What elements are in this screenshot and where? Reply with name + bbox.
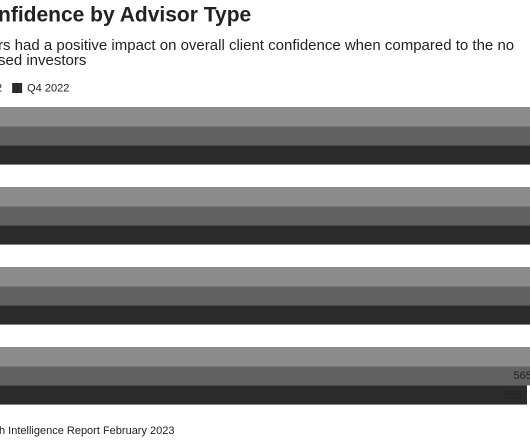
bar [0,126,530,146]
bar [0,305,530,325]
chart-subtitle: sed investors [0,52,86,69]
chart-title: nfidence by Advisor Type [0,4,251,27]
bar [0,187,530,207]
source-note: h Intelligence Report February 2023 [0,425,175,437]
bar [0,145,530,165]
data-label: 555 [504,389,522,401]
bar [0,206,530,226]
plot-area: 565 555 [0,107,530,405]
legend-swatch [12,83,23,93]
bar [0,225,530,245]
legend-label: Q4 2022 [27,82,69,94]
bar [0,107,530,127]
bar [0,385,527,405]
legend: 2 Q4 2022 [0,82,69,94]
bar [0,366,530,386]
bar [0,286,530,306]
bar [0,347,530,367]
chart-subtitle: rs had a positive impact on overall clie… [0,37,514,54]
bar [0,267,530,287]
data-label: 565 [513,370,530,382]
legend-label: 2 [0,82,2,94]
